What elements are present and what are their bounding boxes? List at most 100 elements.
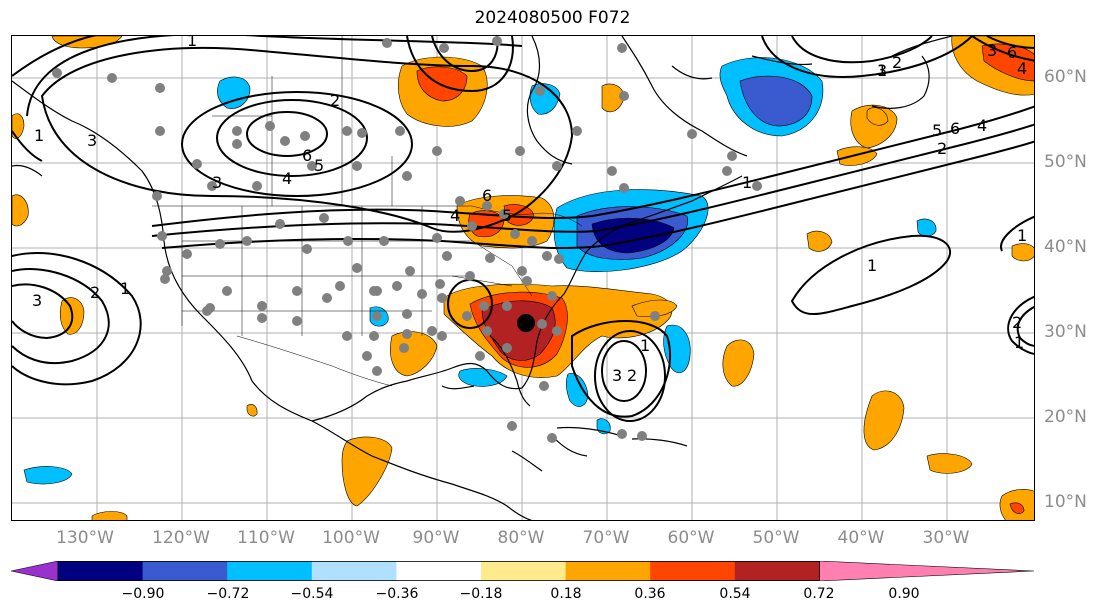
positive-anomaly-central-atl	[722, 339, 755, 387]
contour-e-atl-3	[1016, 305, 1034, 347]
contour-atl-low-1	[571, 320, 672, 418]
positive-anomaly-mini	[246, 404, 258, 417]
contour-west-4	[181, 91, 413, 197]
positive-anomaly-ontario-core2	[503, 204, 535, 226]
positive-anomaly-texas-gulf	[390, 331, 438, 377]
colorbar-cell	[311, 561, 397, 581]
colorbar-tick-label: −0.72	[206, 586, 250, 602]
contour-label: 1	[640, 336, 650, 355]
lon-label: 50°W	[752, 528, 800, 548]
colorbar-cell	[227, 561, 313, 581]
contour-label: 1	[34, 126, 44, 145]
colorbar-extend-low	[11, 561, 59, 581]
lat-label: 50°N	[1044, 152, 1087, 172]
positive-anomaly-mexico	[341, 436, 393, 507]
colorbar-cell	[481, 561, 567, 581]
contour-label: 6	[1007, 43, 1017, 62]
contour-label: 2	[627, 366, 637, 385]
anomaly-fills	[23, 57, 937, 485]
contour-label: 3	[32, 291, 42, 310]
colorbar-cell	[142, 561, 228, 581]
contour-jet-1	[151, 105, 1034, 227]
contour-label: 5	[502, 206, 512, 225]
contour-e-atl-2	[1007, 295, 1034, 355]
contour-label: 1	[877, 61, 887, 80]
negative-anomaly-hudson	[529, 83, 561, 115]
positive-anomaly-west-pac	[12, 194, 29, 227]
contour-pac-2	[12, 268, 110, 365]
contour-central-atl-1	[790, 234, 952, 315]
positive-anomaly-far-east	[1011, 243, 1034, 262]
negative-anomaly-pacific-nw	[217, 76, 251, 109]
lon-label: 90°W	[412, 528, 460, 548]
lon-label: 80°W	[497, 528, 545, 548]
negative-anomaly-central-atl	[916, 218, 937, 237]
positive-anomaly-trop-atl2	[926, 453, 973, 474]
contour-label: 3	[612, 366, 622, 385]
positive-anomaly-gulf-bahia	[91, 511, 128, 520]
lon-label: 70°W	[582, 528, 630, 548]
contour-band-3	[40, 47, 574, 233]
lon-label: 110°W	[237, 528, 295, 548]
contour-label: 5	[932, 121, 942, 140]
lat-label: 20°N	[1044, 407, 1087, 427]
lon-label: 60°W	[667, 528, 715, 548]
contour-label: 2	[937, 139, 947, 158]
colorbar-cell	[396, 561, 482, 581]
contour-label: 6	[482, 186, 492, 205]
station-markers	[52, 36, 762, 443]
contour-label: 1	[187, 36, 197, 50]
map-panel: 1 3 3 4 5 6 2 1 3 2 1 4 5 6 1 3 2 1 2 1 …	[11, 35, 1035, 521]
contour-label: 2	[892, 53, 902, 72]
map-canvas: 1 3 3 4 5 6 2 1 3 2 1 4 5 6 1 3 2 1 2 1 …	[12, 36, 1034, 520]
contour-label-group: 1 3 3 4 5 6 2 1 3 2 1 4 5 6 1 3 2 1 2 1 …	[32, 36, 1027, 385]
negative-anomaly-labrador-core	[739, 75, 813, 127]
colorbar-tick-label: −0.90	[121, 586, 165, 602]
positive-anomaly-mid-atl2	[866, 107, 889, 126]
storm-center-marker	[517, 314, 535, 332]
contour-band-2	[26, 36, 523, 117]
colorbar-tick-label: 0.72	[803, 586, 835, 602]
negative-anomaly-caribbean	[565, 373, 589, 407]
contour-greenland-1	[761, 36, 973, 78]
colorbar-tick-label: −0.36	[375, 586, 419, 602]
contour-label: 3	[987, 41, 997, 60]
contour-hudson-5	[431, 36, 499, 73]
negative-anomaly-ca-coast	[663, 324, 691, 374]
colorbar-tick-label: 0.54	[719, 586, 751, 602]
positive-anomaly-trop-atl	[863, 390, 905, 451]
contour-label: 2	[1012, 313, 1022, 332]
contour-label: 3	[877, 61, 887, 80]
contour-atl-low-3	[601, 340, 647, 402]
colorbar-cell	[650, 561, 736, 581]
contour-jet-2	[151, 123, 1034, 237]
lat-label: 60°N	[1044, 67, 1087, 87]
contour-label: 2	[90, 283, 100, 302]
lon-label: 120°W	[152, 528, 210, 548]
contour-label: 2	[330, 91, 340, 110]
contour-label: 1	[120, 279, 130, 298]
contour-greenland-3	[971, 36, 1034, 62]
contour-west-5	[216, 99, 368, 177]
contour-label: 1	[867, 256, 877, 275]
colorbar-tick-label: −0.18	[459, 586, 503, 602]
colorbar-extend-high	[819, 561, 1035, 581]
contour-label: 6	[302, 146, 312, 165]
lon-label: 130°W	[56, 528, 114, 548]
contour-pac-1	[12, 252, 142, 386]
positive-anomaly-fills	[12, 36, 1034, 520]
contour-greenland-2	[791, 36, 933, 64]
positive-anomaly-greenland-core	[981, 43, 1034, 82]
colorbar-outline	[57, 561, 820, 581]
coastlines	[12, 36, 953, 520]
colorbar-tick-label: 0.90	[888, 586, 920, 602]
lon-label: 40°W	[837, 528, 885, 548]
colorbar	[11, 561, 1035, 581]
positive-anomaly-pac-nw	[12, 113, 25, 139]
lat-label: 30°N	[1044, 322, 1087, 342]
lon-label: 100°W	[322, 528, 380, 548]
positive-anomaly-hudson-core	[416, 66, 468, 102]
contour-label: 3	[212, 173, 222, 192]
map-title: 2024080500 F072	[474, 8, 631, 28]
lat-label: 10°N	[1044, 492, 1087, 512]
